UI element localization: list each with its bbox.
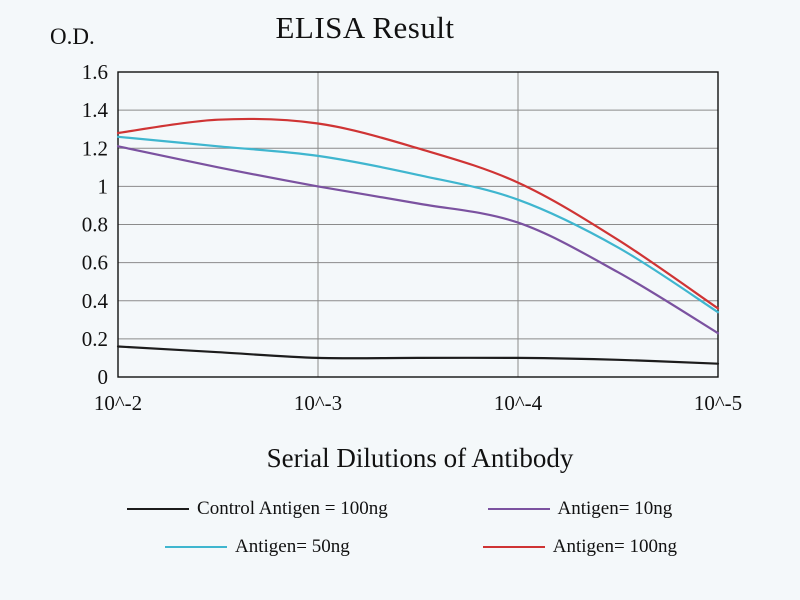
series-line-antigen-100ng	[116, 117, 720, 310]
chart-title: ELISA Result	[275, 10, 455, 45]
series-line-antigen-10ng	[116, 145, 720, 335]
series-line-antigen-50ng	[116, 135, 720, 314]
legend-line-swatch	[165, 546, 228, 548]
series-line-control-antigen-100ng	[116, 345, 720, 365]
x-tick-label: 10^-5	[694, 391, 742, 415]
legend-line-swatch	[127, 508, 190, 510]
legend-line-swatch	[482, 546, 545, 548]
y-tick-label: 1	[98, 174, 109, 198]
legend-item: Control Antigen = 100ng	[80, 498, 435, 520]
y-axis-label: O.D.	[50, 24, 95, 49]
legend: Control Antigen = 100ng Antigen= 10ng Anti…	[80, 498, 725, 558]
legend-label: Antigen= 100ng	[552, 536, 677, 557]
legend-line-swatch	[487, 508, 550, 510]
y-tick-label: 0.6	[82, 251, 108, 275]
legend-item: Antigen= 10ng	[435, 498, 725, 520]
x-tick-label: 10^-4	[494, 391, 543, 415]
y-tick-label: 0.8	[82, 213, 108, 237]
y-tick-label: 1.4	[82, 98, 109, 122]
y-tick-label: 0.2	[82, 327, 108, 351]
legend-label: Antigen= 10ng	[557, 498, 673, 519]
y-tick-label: 0	[98, 365, 109, 389]
y-tick-label: 0.4	[82, 289, 109, 313]
legend-label: Antigen= 50ng	[235, 536, 350, 557]
x-axis-label: Serial Dilutions of Antibody	[266, 443, 574, 473]
x-tick-label: 10^-2	[94, 391, 142, 415]
y-tick-label: 1.6	[82, 60, 108, 84]
legend-item: Antigen= 50ng	[80, 536, 435, 558]
plot-frame	[117, 71, 719, 378]
plot-area: 0 0.2 0.4 0.6 0.8 1 1.2 1.4 1.6 10^-2 10^-3 10^-4 10…	[82, 60, 742, 415]
legend-item: Antigen= 100ng	[435, 536, 725, 558]
y-tick-label: 1.2	[82, 136, 108, 160]
legend-label: Control Antigen = 100ng	[197, 498, 388, 519]
x-tick-label: 10^-3	[294, 391, 342, 415]
